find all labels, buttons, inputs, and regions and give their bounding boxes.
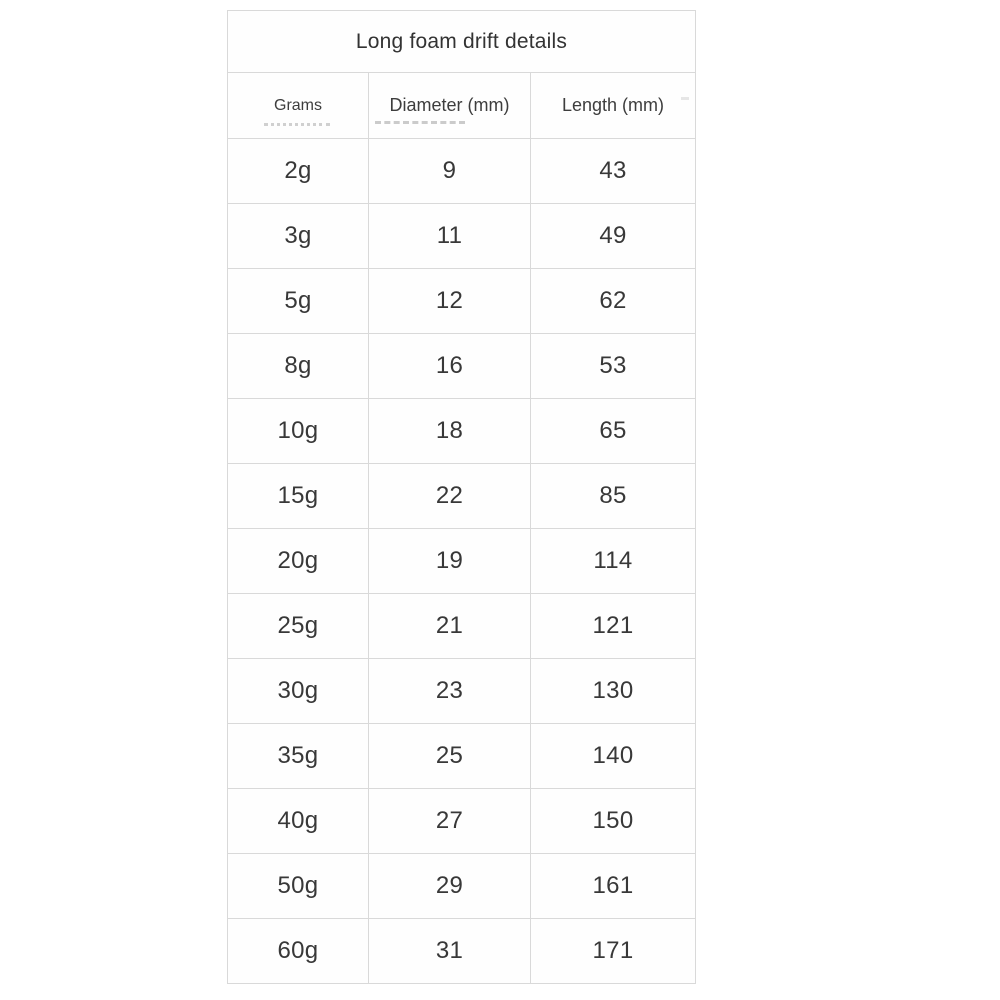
spec-table: Long foam drift details Grams Diameter (… [226,10,697,984]
length-cell: 49 [529,203,697,269]
grams-cell: 2g [227,138,369,204]
diameter-cell: 31 [368,918,531,984]
header-row: Grams Diameter (mm) Length (mm) [227,72,697,139]
length-cell: 85 [529,463,697,529]
diameter-cell: 22 [368,463,531,529]
grams-cell: 15g [227,463,369,529]
grams-cell: 30g [227,658,369,724]
diameter-cell: 16 [368,333,531,399]
diameter-cell: 29 [368,853,531,919]
grams-cell: 35g [227,723,369,789]
length-cell: 53 [529,333,697,399]
table-row: 8g 16 53 [227,333,697,399]
diameter-cell: 19 [368,528,531,594]
length-cell: 65 [529,398,697,464]
column-header-grams-label: Grams [274,96,322,114]
grams-cell: 10g [227,398,369,464]
grams-cell: 3g [227,203,369,269]
diameter-cell: 27 [368,788,531,854]
table-row: 20g 19 114 [227,528,697,594]
table-row: 5g 12 62 [227,268,697,334]
grams-cell: 5g [227,268,369,334]
diameter-cell: 12 [368,268,531,334]
title-row: Long foam drift details [226,10,697,73]
grams-cell: 40g [227,788,369,854]
diameter-cell: 9 [368,138,531,204]
length-cell: 161 [529,853,697,919]
erased-text-smudge [264,123,330,126]
grams-cell: 8g [227,333,369,399]
table-row: 60g 31 171 [227,918,697,984]
table-row: 25g 21 121 [227,593,697,659]
length-cell: 171 [529,918,697,984]
table-row: 3g 11 49 [227,203,697,269]
diameter-cell: 11 [368,203,531,269]
table-row: 35g 25 140 [227,723,697,789]
column-header-diameter: Diameter (mm) [368,72,531,139]
erased-text-smudge [375,121,465,124]
grams-cell: 25g [227,593,369,659]
column-header-length: Length (mm) [529,72,697,139]
diameter-cell: 18 [368,398,531,464]
column-header-length-label: Length (mm) [561,95,665,115]
column-header-diameter-label: Diameter (mm) [389,95,510,115]
erased-text-smudge [681,97,690,100]
table-title: Long foam drift details [226,10,697,73]
grams-cell: 60g [227,918,369,984]
diameter-cell: 25 [368,723,531,789]
length-cell: 62 [529,268,697,334]
diameter-cell: 23 [368,658,531,724]
length-cell: 140 [529,723,697,789]
table-row: 50g 29 161 [227,853,697,919]
diameter-cell: 21 [368,593,531,659]
grams-cell: 20g [227,528,369,594]
table-row: 40g 27 150 [227,788,697,854]
length-cell: 43 [529,138,697,204]
grams-cell: 50g [227,853,369,919]
table-row: 15g 22 85 [227,463,697,529]
length-cell: 114 [529,528,697,594]
length-cell: 121 [529,593,697,659]
table-row: 2g 9 43 [227,138,697,204]
table-row: 10g 18 65 [227,398,697,464]
length-cell: 150 [529,788,697,854]
table-row: 30g 23 130 [227,658,697,724]
length-cell: 130 [529,658,697,724]
column-header-grams: Grams [227,72,369,139]
